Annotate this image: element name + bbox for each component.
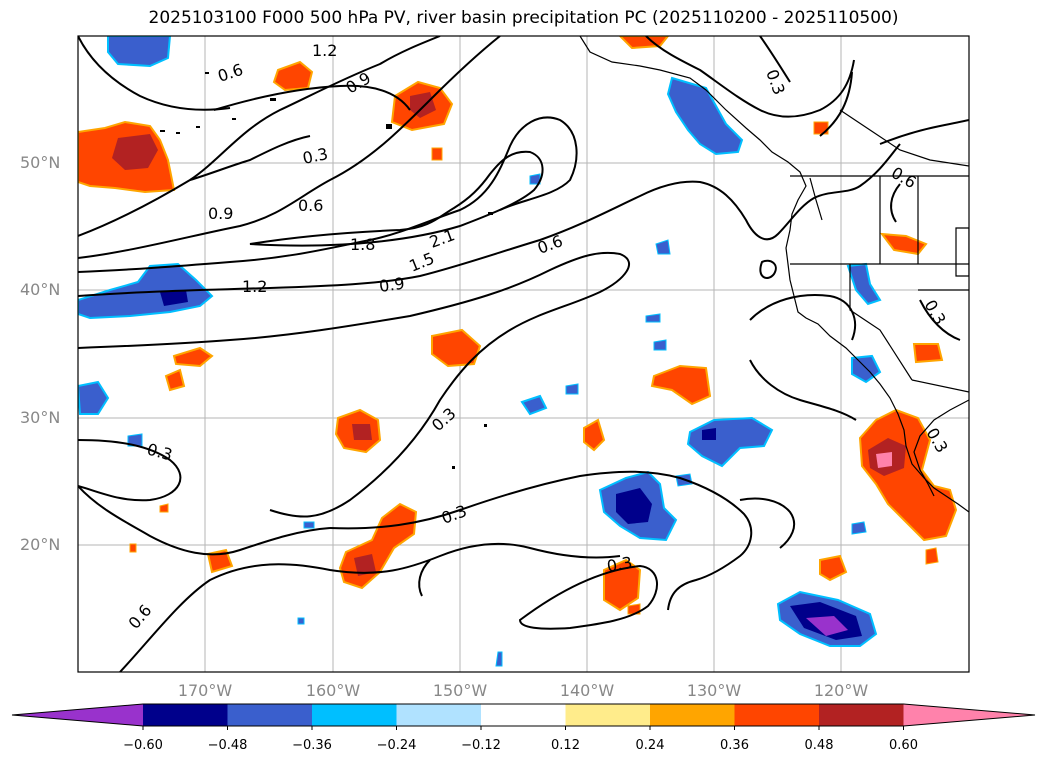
- contour-label: 0.3: [145, 440, 175, 465]
- colorbar-segment: [396, 704, 482, 726]
- colorbar-extend-right: [903, 704, 1035, 726]
- precipitation-pc-fill: [78, 36, 958, 667]
- colorbar-segment: [312, 704, 397, 726]
- colorbar-tick-label: 0.24: [635, 738, 665, 753]
- colorbar-tick-label: −0.48: [207, 738, 248, 753]
- lat-label: 20°N: [20, 535, 61, 554]
- contour-label: 1.8: [350, 235, 375, 254]
- contour-label: 0.3: [428, 404, 460, 435]
- contour-label: 2.1: [427, 225, 457, 252]
- contour-label: 0.3: [439, 501, 469, 528]
- contour-label: 0.9: [343, 68, 375, 97]
- lat-label: 40°N: [20, 280, 61, 299]
- colorbar-tick-label: 0.12: [551, 738, 580, 753]
- map-frame: [77, 35, 970, 673]
- contour-label: 0.6: [298, 196, 323, 215]
- colorbar-segment: [481, 704, 566, 726]
- colorbar-tick-label: −0.60: [123, 738, 163, 753]
- colorbar-tick-label: −0.12: [461, 738, 501, 753]
- contour-label: 1.2: [242, 277, 267, 296]
- contour-label: 0.3: [301, 144, 330, 168]
- lon-label: 140°W: [559, 681, 615, 700]
- contour-label: 0.3: [921, 297, 950, 329]
- contour-label: 0.3: [605, 553, 633, 576]
- colorbar-segment: [143, 704, 228, 726]
- lon-label: 170°W: [177, 681, 233, 700]
- contour-label: 0.3: [762, 67, 789, 97]
- contour-label: 0.9: [378, 274, 406, 296]
- lon-label: 150°W: [432, 681, 488, 700]
- colorbar: [11, 703, 1036, 730]
- colorbar-tick-label: −0.24: [376, 738, 417, 753]
- colorbar-segment: [227, 704, 313, 726]
- contour-label: 0.9: [208, 204, 233, 223]
- lat-label: 30°N: [20, 408, 61, 427]
- colorbar-segment: [734, 704, 820, 726]
- contour-label: 0.6: [535, 231, 565, 258]
- colorbar-segment: [650, 704, 735, 726]
- contour-label: 1.2: [312, 41, 337, 60]
- colorbar-tick-label: 0.60: [889, 738, 918, 753]
- map-title: 2025103100 F000 500 hPa PV, river basin …: [148, 8, 899, 28]
- lat-label: 50°N: [20, 153, 61, 172]
- contour-label: 0.6: [215, 60, 245, 86]
- pv-contours: [78, 36, 969, 672]
- colorbar-tick-label: 0.48: [804, 738, 834, 753]
- contour-label: 1.5: [406, 249, 437, 276]
- colorbar-tick-label: −0.36: [292, 738, 332, 753]
- lon-label: 130°W: [686, 681, 742, 700]
- colorbar-extend-left: [12, 704, 143, 726]
- coastlines: [579, 36, 969, 513]
- lon-label: 160°W: [305, 681, 361, 700]
- lon-label: 120°W: [813, 681, 869, 700]
- colorbar-segment: [819, 704, 904, 726]
- contour-label: 0.6: [888, 163, 920, 192]
- colorbar-segment: [565, 704, 651, 726]
- contour-label: 0.6: [125, 601, 156, 633]
- gridlines: [78, 36, 969, 672]
- colorbar-tick-label: 0.36: [720, 738, 749, 753]
